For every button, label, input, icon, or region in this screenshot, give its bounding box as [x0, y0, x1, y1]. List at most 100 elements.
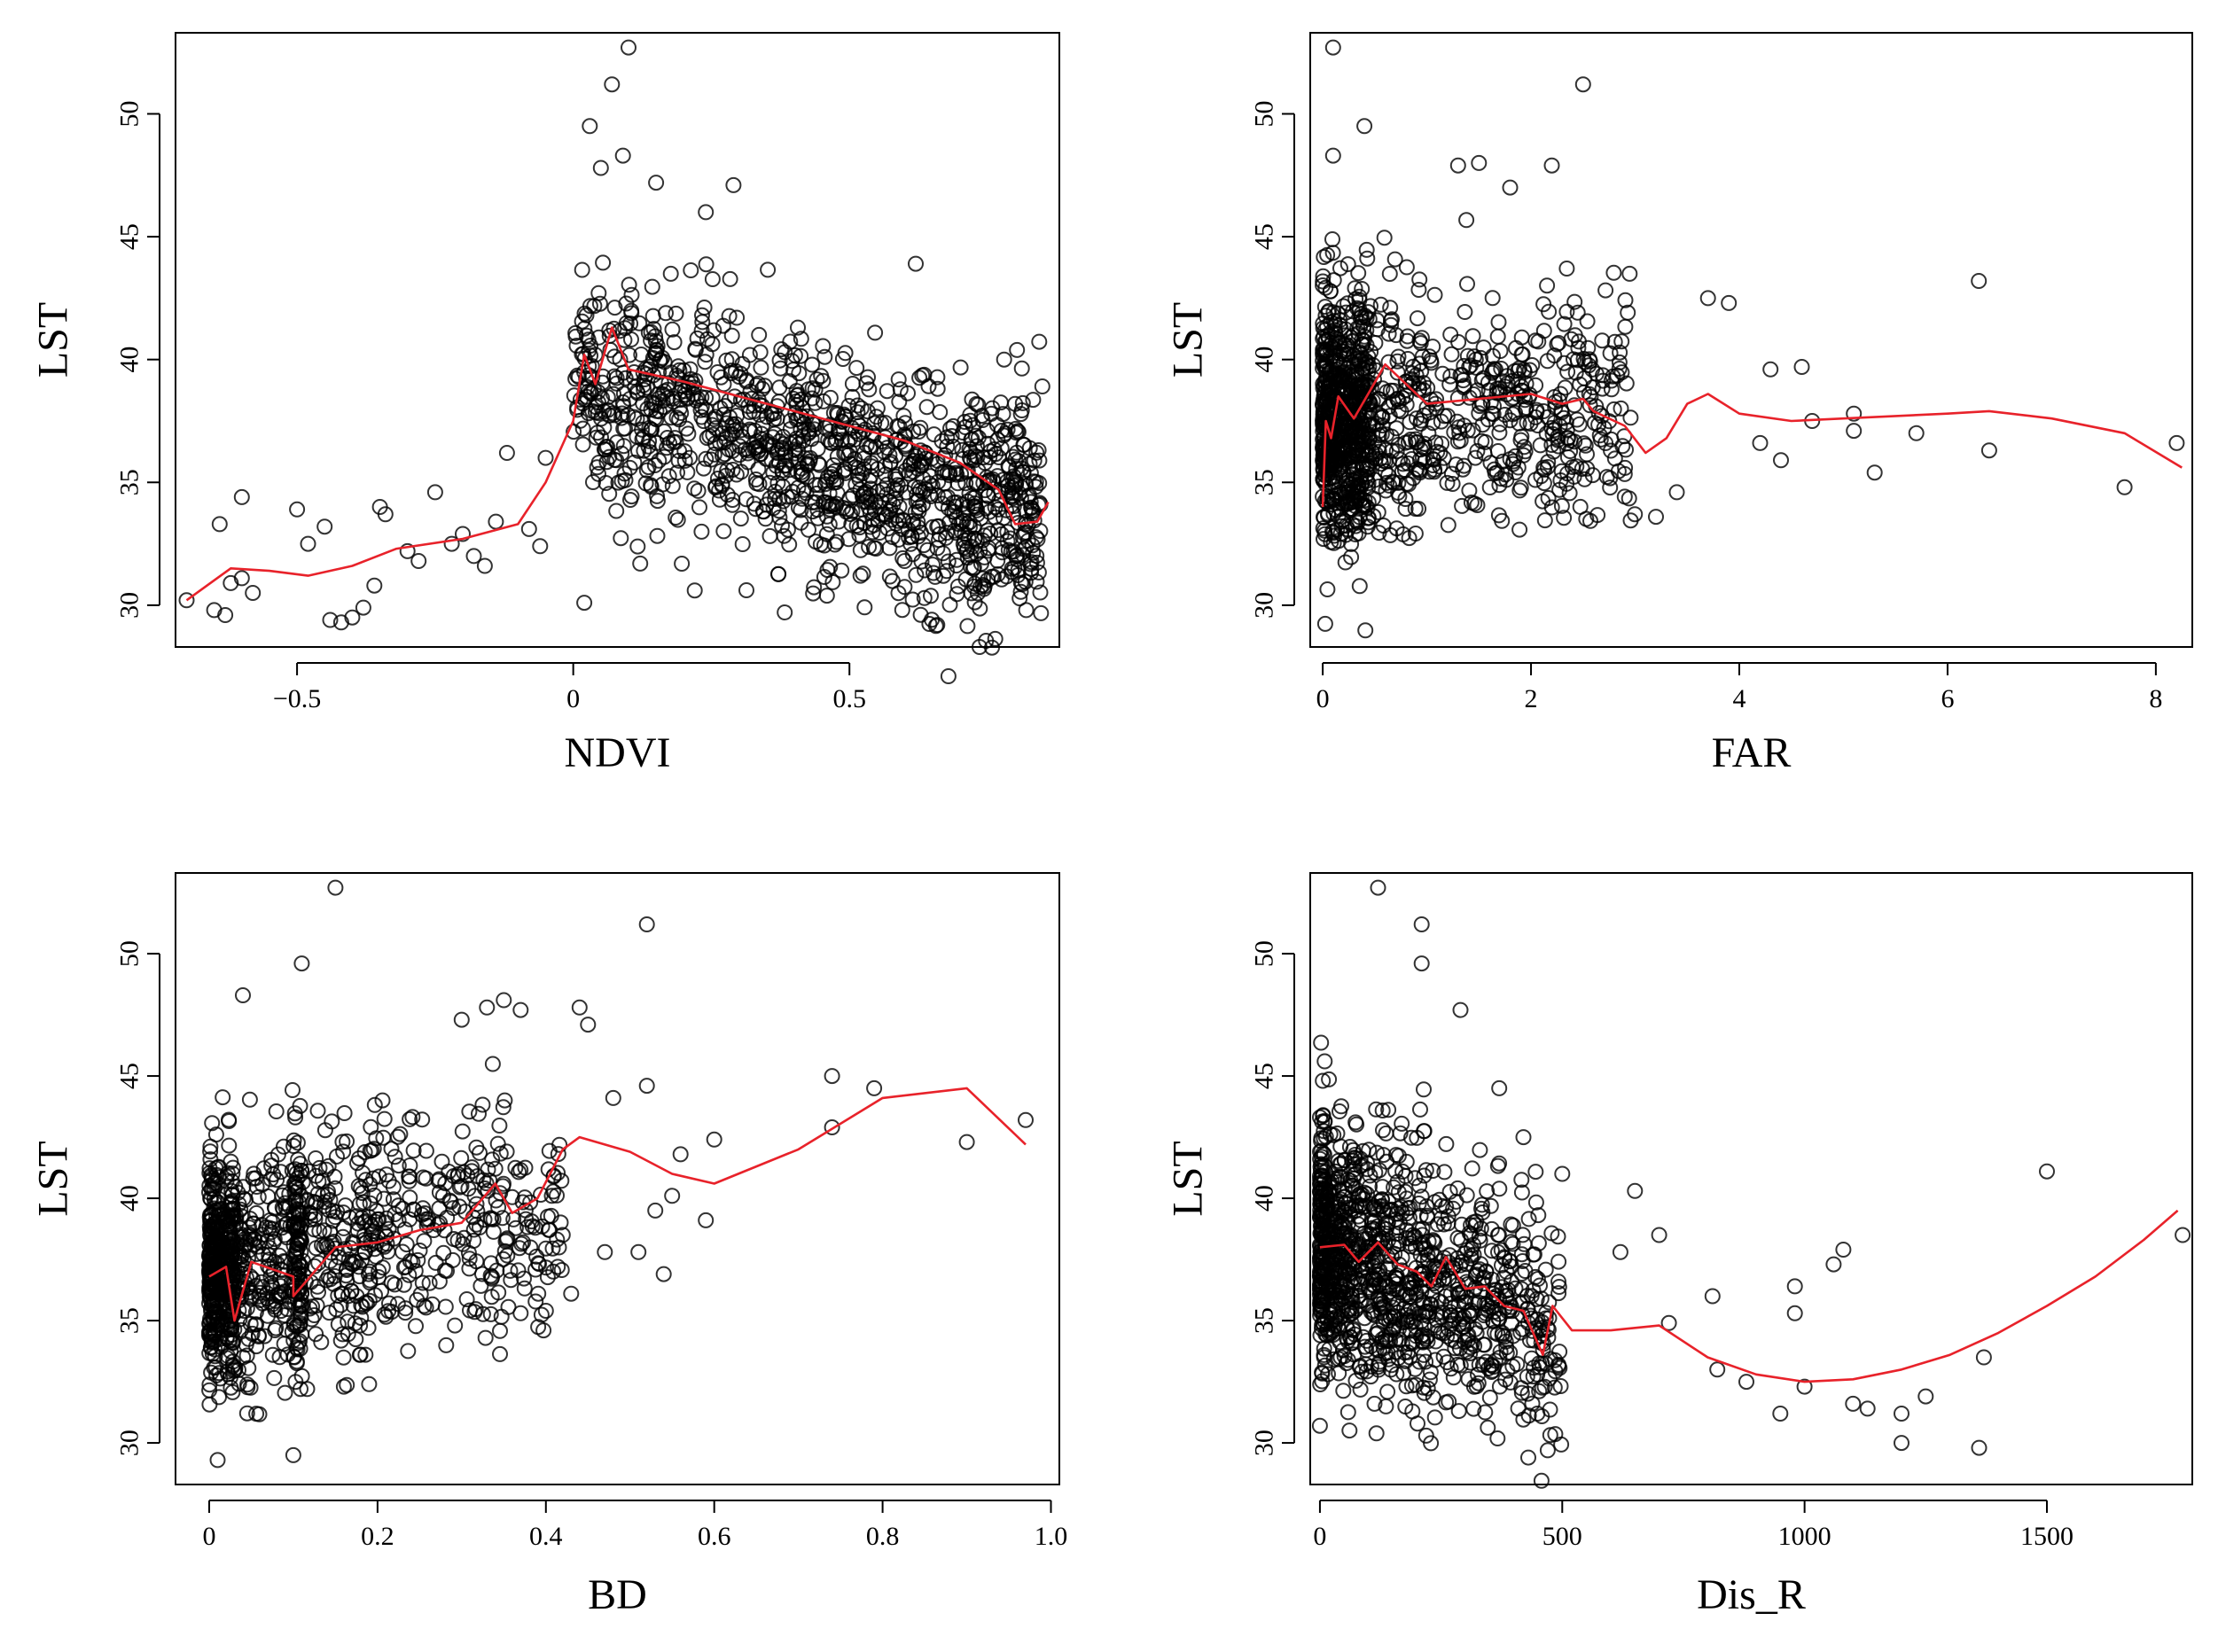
data-point [294, 1297, 310, 1313]
data-point [203, 1168, 220, 1185]
data-point [844, 388, 861, 405]
data-point [952, 359, 969, 376]
data-point [1010, 424, 1027, 440]
data-point [543, 1188, 560, 1204]
data-point [1031, 333, 1048, 350]
data-point [1515, 1411, 1532, 1428]
data-point [1324, 361, 1340, 378]
data-point [1034, 378, 1050, 394]
data-point [676, 452, 693, 469]
data-point [945, 417, 962, 434]
data-point [1025, 392, 1042, 409]
data-point [434, 1188, 451, 1204]
data-point [202, 1138, 219, 1155]
data-point [268, 1103, 285, 1119]
data-point [853, 400, 870, 417]
data-point [206, 1190, 223, 1207]
data-point [1411, 332, 1428, 349]
data-point [894, 549, 911, 566]
data-point [1464, 328, 1481, 345]
data-point [444, 1251, 461, 1268]
data-point [231, 1311, 248, 1328]
data-point [1397, 434, 1414, 451]
data-point [231, 1228, 247, 1245]
data-point [630, 1243, 647, 1260]
data-point [366, 577, 383, 594]
data-point [1510, 362, 1527, 379]
data-point [931, 532, 947, 549]
data-point [535, 1322, 552, 1339]
data-point [1502, 179, 1519, 196]
data-point [574, 346, 590, 362]
data-point [664, 1188, 681, 1204]
data-point [1377, 1329, 1394, 1345]
data-point [261, 1220, 277, 1236]
data-point [1366, 471, 1383, 488]
data-point [769, 398, 785, 415]
data-point [728, 466, 745, 483]
data-point [767, 491, 784, 507]
data-point [1375, 1122, 1391, 1139]
data-point [1397, 1183, 1413, 1200]
data-point [427, 1254, 444, 1271]
data-point [623, 305, 640, 322]
data-point [1339, 295, 1356, 312]
data-point [996, 510, 1011, 526]
data-point [1522, 1307, 1539, 1324]
data-point [1408, 1376, 1425, 1393]
data-point [465, 548, 482, 565]
data-point [1553, 497, 1570, 514]
data-point [714, 476, 730, 493]
data-point [1363, 1337, 1379, 1354]
data-point [426, 484, 443, 501]
data-point [418, 1142, 434, 1159]
data-point [503, 1272, 519, 1289]
data-point [308, 1195, 324, 1212]
x-tick-label: 2 [1525, 684, 1538, 713]
data-point [829, 485, 846, 502]
data-point [1358, 1363, 1375, 1380]
data-point [1033, 604, 1050, 621]
data-point [1528, 401, 1545, 418]
data-point [1595, 367, 1611, 384]
data-point [819, 469, 836, 486]
data-point [1403, 451, 1420, 467]
data-point [894, 602, 910, 619]
data-point [479, 999, 496, 1016]
data-point [1449, 390, 1466, 407]
data-point [1556, 510, 1573, 526]
data-point [1523, 1350, 1540, 1367]
data-point [1350, 420, 1367, 437]
data-point [847, 423, 863, 440]
data-point [1458, 212, 1475, 229]
data-point [590, 329, 607, 346]
data-point [1617, 459, 1634, 476]
data-point [492, 1145, 509, 1162]
data-point [383, 1141, 400, 1157]
data-point [815, 372, 832, 389]
data-point [695, 460, 712, 477]
data-point [1442, 326, 1459, 343]
data-point [380, 1220, 397, 1237]
data-point [1464, 1241, 1480, 1258]
data-point [1461, 482, 1478, 499]
data-point [891, 394, 908, 410]
data-point [1431, 1191, 1448, 1208]
data-point [582, 298, 598, 315]
data-point [848, 360, 865, 377]
data-point [1361, 311, 1378, 327]
data-point [638, 916, 655, 932]
data-point [495, 1099, 512, 1116]
data-point [1372, 296, 1389, 313]
data-point [937, 447, 954, 464]
data-point [274, 1220, 290, 1236]
data-point [1421, 464, 1438, 480]
data-point [1542, 1351, 1558, 1368]
data-point [1514, 1227, 1531, 1243]
data-point [816, 419, 833, 436]
data-point [844, 376, 861, 392]
data-point [1468, 1213, 1485, 1230]
data-point [313, 1334, 330, 1351]
